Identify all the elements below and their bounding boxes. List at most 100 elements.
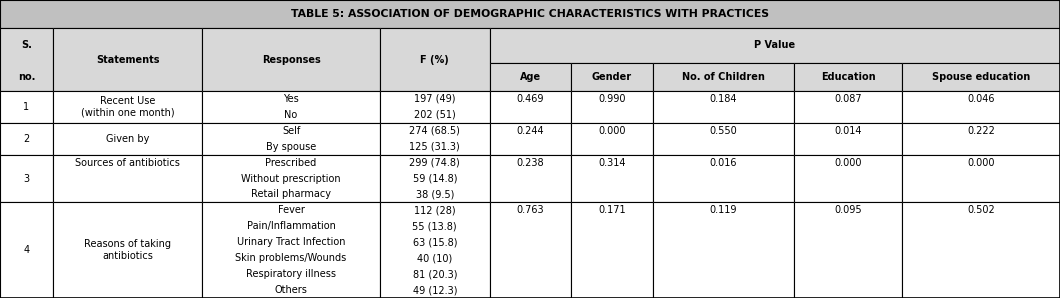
Bar xyxy=(490,28,1060,63)
Bar xyxy=(794,63,902,91)
Bar xyxy=(902,63,1060,91)
Bar xyxy=(490,63,571,91)
Bar xyxy=(490,91,571,123)
Text: Retail pharmacy: Retail pharmacy xyxy=(251,190,331,199)
Text: 0.314: 0.314 xyxy=(598,158,625,167)
Bar xyxy=(902,202,1060,298)
Bar xyxy=(0,91,53,123)
Text: P Value: P Value xyxy=(755,41,795,50)
Text: 0.238: 0.238 xyxy=(517,158,545,167)
Bar xyxy=(0,0,1060,28)
Text: 125 (31.3): 125 (31.3) xyxy=(409,142,460,152)
Bar xyxy=(794,155,902,202)
Text: 0.184: 0.184 xyxy=(710,94,737,104)
Bar xyxy=(53,91,202,123)
Text: 0.119: 0.119 xyxy=(710,205,737,215)
Bar xyxy=(379,202,490,298)
Bar xyxy=(653,123,794,155)
Bar xyxy=(0,28,53,91)
Text: 40 (10): 40 (10) xyxy=(418,253,453,263)
Bar xyxy=(490,91,571,123)
Text: By spouse: By spouse xyxy=(266,142,316,152)
Text: Recent Use
(within one month): Recent Use (within one month) xyxy=(81,96,175,118)
Bar xyxy=(653,123,794,155)
Bar xyxy=(653,91,794,123)
Bar xyxy=(794,91,902,123)
Text: 0.469: 0.469 xyxy=(517,94,545,104)
Bar xyxy=(490,202,571,298)
Text: 81 (20.3): 81 (20.3) xyxy=(412,269,457,279)
Bar xyxy=(379,123,490,155)
Bar xyxy=(53,202,202,298)
Text: 3: 3 xyxy=(23,173,30,184)
Bar xyxy=(571,63,653,91)
Text: No: No xyxy=(284,110,298,120)
Bar xyxy=(794,123,902,155)
Bar xyxy=(53,123,202,155)
Text: no.: no. xyxy=(18,72,35,82)
Bar xyxy=(202,28,379,91)
Bar xyxy=(571,155,653,202)
Text: Statements: Statements xyxy=(95,55,159,65)
Text: No. of Children: No. of Children xyxy=(682,72,765,82)
Text: 0.502: 0.502 xyxy=(967,205,995,215)
Text: 0.171: 0.171 xyxy=(598,205,625,215)
Text: 4: 4 xyxy=(23,245,30,255)
Text: Age: Age xyxy=(520,72,542,82)
Text: Responses: Responses xyxy=(262,55,320,65)
Bar xyxy=(0,28,53,91)
Bar xyxy=(202,155,379,202)
Text: Respiratory illness: Respiratory illness xyxy=(246,269,336,279)
Bar xyxy=(571,123,653,155)
Bar xyxy=(490,155,571,202)
Bar xyxy=(202,202,379,298)
Bar xyxy=(0,91,53,123)
Bar xyxy=(202,91,379,123)
Bar xyxy=(794,202,902,298)
Bar xyxy=(794,123,902,155)
Text: Given by: Given by xyxy=(106,134,149,144)
Bar xyxy=(379,155,490,202)
Bar xyxy=(379,91,490,123)
Text: Others: Others xyxy=(275,285,307,295)
Text: Gender: Gender xyxy=(591,72,632,82)
Text: 55 (13.8): 55 (13.8) xyxy=(412,221,457,231)
Bar xyxy=(653,91,794,123)
Text: Skin problems/Wounds: Skin problems/Wounds xyxy=(235,253,347,263)
Bar xyxy=(379,91,490,123)
Bar xyxy=(0,155,53,202)
Text: 0.095: 0.095 xyxy=(834,205,862,215)
Bar xyxy=(902,123,1060,155)
Text: Without prescription: Without prescription xyxy=(242,173,341,184)
Text: 0.763: 0.763 xyxy=(517,205,545,215)
Bar xyxy=(0,155,53,202)
Text: S.: S. xyxy=(21,41,32,50)
Bar xyxy=(794,155,902,202)
Bar xyxy=(0,123,53,155)
Bar xyxy=(379,202,490,298)
Bar xyxy=(53,28,202,91)
Bar xyxy=(571,155,653,202)
Bar xyxy=(794,202,902,298)
Text: Reasons of taking
antibiotics: Reasons of taking antibiotics xyxy=(84,239,171,261)
Text: 274 (68.5): 274 (68.5) xyxy=(409,126,460,136)
Bar xyxy=(53,202,202,298)
Text: TABLE 5: ASSOCIATION OF DEMOGRAPHIC CHARACTERISTICS WITH PRACTICES: TABLE 5: ASSOCIATION OF DEMOGRAPHIC CHAR… xyxy=(292,9,768,19)
Bar xyxy=(571,91,653,123)
Bar xyxy=(490,123,571,155)
Text: 38 (9.5): 38 (9.5) xyxy=(416,190,454,199)
Text: 63 (15.8): 63 (15.8) xyxy=(412,237,457,247)
Bar xyxy=(902,155,1060,202)
Bar xyxy=(202,202,379,298)
Text: 202 (51): 202 (51) xyxy=(413,110,456,120)
Bar xyxy=(379,28,490,91)
Bar xyxy=(571,91,653,123)
Bar xyxy=(653,202,794,298)
Bar xyxy=(653,155,794,202)
Bar xyxy=(202,28,379,91)
Bar xyxy=(490,155,571,202)
Text: 0.000: 0.000 xyxy=(598,126,625,136)
Text: 49 (12.3): 49 (12.3) xyxy=(412,285,457,295)
Bar xyxy=(794,91,902,123)
Bar xyxy=(0,202,53,298)
